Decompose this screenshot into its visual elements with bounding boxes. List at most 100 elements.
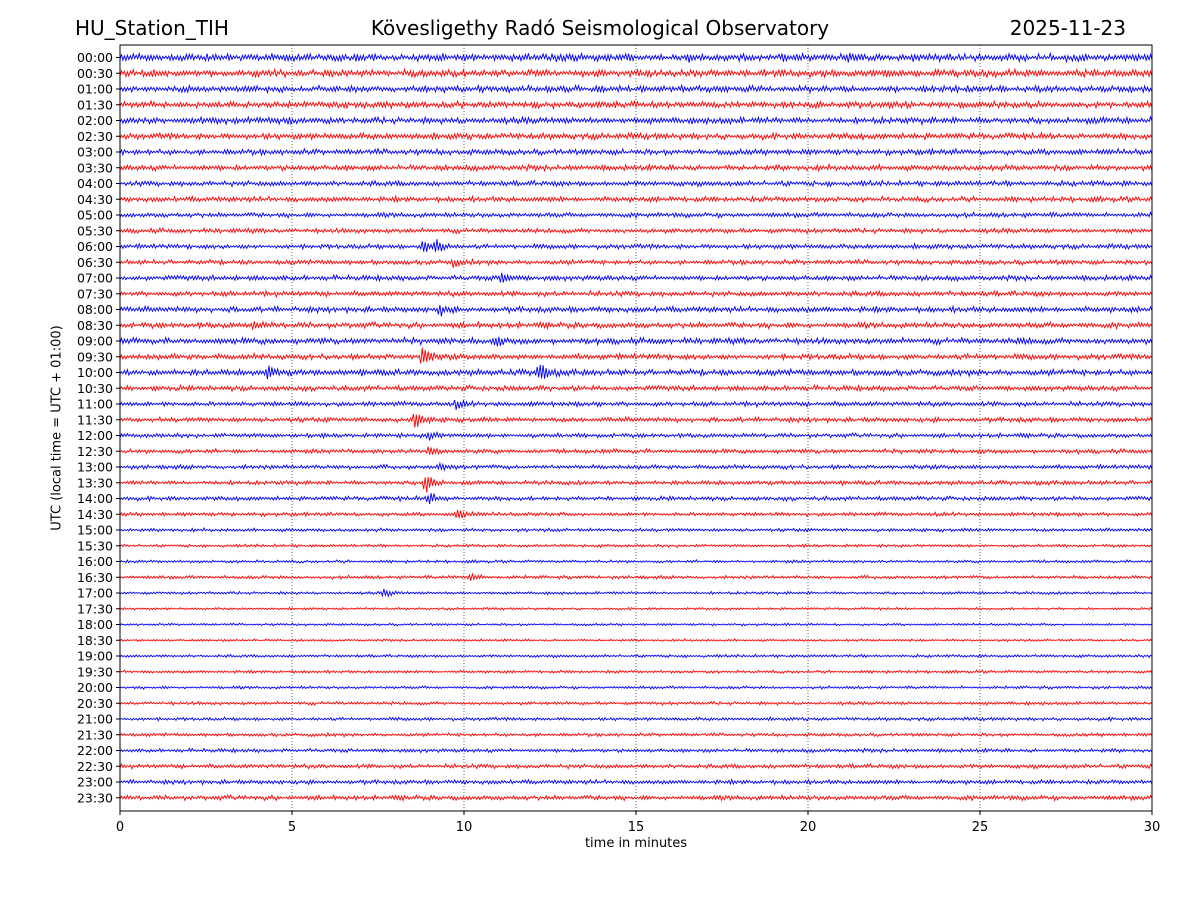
trace-2230 (119, 762, 1153, 770)
station-name: HU_Station_TIH (75, 16, 229, 40)
y-tick-label: 08:00 (77, 302, 113, 317)
trace-0030 (119, 67, 1153, 79)
x-tick-label: 20 (800, 820, 817, 835)
trace-1900 (119, 653, 1153, 659)
y-axis-ticks: 00:0000:3001:0001:3002:0002:3003:0003:30… (77, 50, 120, 805)
trace-1400 (119, 493, 1153, 505)
trace-1300 (119, 461, 1153, 472)
trace-2200 (119, 747, 1153, 754)
y-tick-label: 17:00 (77, 586, 113, 601)
y-tick-label: 18:00 (77, 617, 113, 632)
trace-0130 (119, 99, 1153, 111)
trace-1800 (119, 622, 1153, 627)
y-tick-label: 20:00 (77, 680, 113, 695)
y-tick-label: 14:30 (77, 507, 113, 522)
y-tick-label: 07:00 (77, 271, 113, 286)
trace-0900 (119, 335, 1153, 347)
y-tick-label: 11:00 (77, 397, 113, 412)
x-axis-ticks: 0 5 10 15 20 25 30 (116, 811, 1160, 835)
y-tick-label: 17:30 (77, 601, 113, 616)
chart-date: 2025-11-23 (1009, 16, 1126, 40)
x-tick-label: 30 (1144, 820, 1161, 835)
y-tick-label: 12:30 (77, 444, 113, 459)
trace-0000 (119, 51, 1153, 64)
trace-2330 (119, 793, 1153, 802)
y-tick-label: 02:30 (77, 129, 113, 144)
trace-0330 (119, 162, 1153, 173)
trace-2130 (119, 731, 1153, 738)
y-tick-label: 02:00 (77, 113, 113, 128)
y-tick-label: 20:30 (77, 696, 113, 711)
y-tick-label: 22:30 (77, 759, 113, 774)
y-tick-label: 01:00 (77, 82, 113, 97)
trace-0830 (119, 320, 1153, 331)
trace-0800 (119, 304, 1153, 317)
y-tick-label: 13:00 (77, 460, 113, 475)
trace-1930 (119, 669, 1153, 675)
y-tick-label: 21:00 (77, 712, 113, 727)
trace-1700 (119, 588, 1153, 598)
x-tick-label: 5 (288, 820, 296, 835)
trace-1730 (119, 606, 1153, 611)
trace-1030 (119, 383, 1153, 393)
trace-0600 (119, 239, 1153, 252)
trace-1000 (119, 364, 1153, 380)
y-tick-label: 09:30 (77, 349, 113, 364)
trace-0930 (119, 347, 1153, 364)
trace-1630 (119, 573, 1153, 581)
x-axis-label: time in minutes (584, 836, 688, 851)
y-tick-label: 21:30 (77, 727, 113, 742)
trace-1830 (119, 638, 1153, 643)
trace-0430 (119, 194, 1153, 204)
plot-frame (119, 44, 1153, 812)
y-tick-label: 19:30 (77, 664, 113, 679)
y-tick-label: 23:00 (77, 775, 113, 790)
trace-1430 (119, 509, 1153, 519)
y-tick-label: 00:00 (77, 50, 113, 65)
trace-0400 (119, 178, 1153, 188)
trace-2100 (119, 715, 1153, 722)
trace-1530 (119, 543, 1153, 549)
y-tick-label: 05:00 (77, 208, 113, 223)
y-tick-label: 15:00 (77, 523, 113, 538)
y-tick-label: 03:00 (77, 145, 113, 160)
trace-1500 (119, 527, 1153, 533)
y-tick-label: 00:30 (77, 66, 113, 81)
trace-1130 (119, 413, 1153, 428)
y-tick-label: 03:30 (77, 160, 113, 175)
trace-0100 (119, 83, 1153, 95)
trace-0530 (119, 226, 1153, 235)
y-tick-label: 01:30 (77, 97, 113, 112)
y-tick-label: 16:30 (77, 570, 113, 585)
y-tick-label: 08:30 (77, 318, 113, 333)
x-tick-label: 10 (456, 820, 473, 835)
trace-2300 (119, 778, 1153, 786)
y-tick-label: 15:30 (77, 538, 113, 553)
trace-2000 (119, 684, 1153, 691)
plot-background (120, 45, 1152, 811)
x-tick-label: 15 (628, 820, 645, 835)
trace-0500 (119, 210, 1153, 220)
traces-group (119, 51, 1153, 802)
x-tick-label: 25 (972, 820, 989, 835)
y-tick-label: 06:30 (77, 255, 113, 270)
x-tick-label: 0 (116, 820, 124, 835)
y-tick-label: 19:00 (77, 649, 113, 664)
trace-1100 (119, 399, 1153, 410)
trace-1330 (119, 476, 1153, 493)
chart-title: Kövesligethy Radó Seismological Observat… (370, 16, 830, 40)
trace-0630 (119, 257, 1153, 268)
y-tick-label: 16:00 (77, 554, 113, 569)
y-tick-label: 13:30 (77, 475, 113, 490)
y-tick-label: 06:00 (77, 239, 113, 254)
y-tick-label: 09:00 (77, 334, 113, 349)
y-tick-label: 22:00 (77, 743, 113, 758)
y-axis-label: UTC (local time = UTC + 01:00) (49, 325, 65, 531)
y-tick-label: 10:00 (77, 365, 113, 380)
y-tick-label: 05:30 (77, 223, 113, 238)
trace-2030 (119, 700, 1153, 707)
y-tick-label: 04:00 (77, 176, 113, 191)
trace-1230 (119, 446, 1153, 456)
trace-1600 (119, 558, 1153, 564)
y-tick-label: 23:30 (77, 790, 113, 805)
